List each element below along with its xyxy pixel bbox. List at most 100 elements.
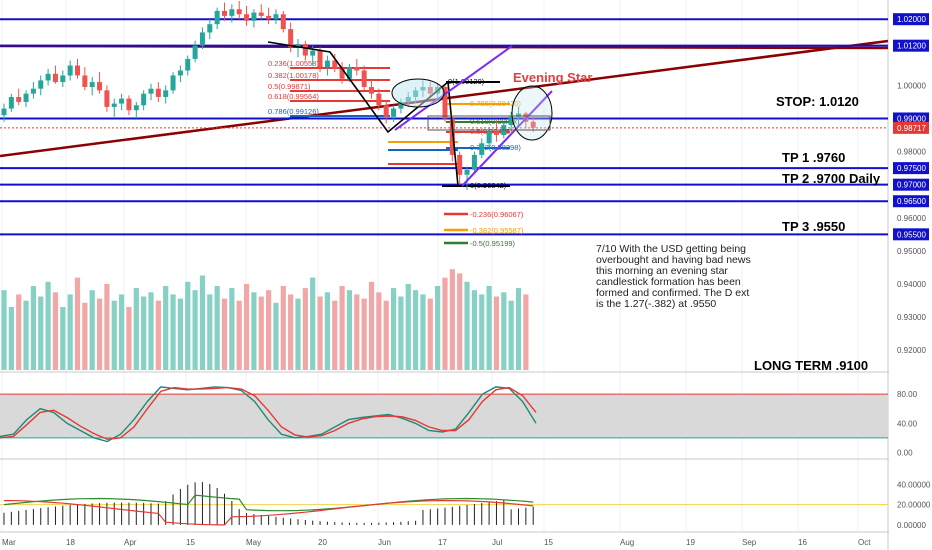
note-line-0: 7/10 With the USD getting being — [596, 243, 746, 255]
date-tick-14: Oct — [858, 538, 871, 547]
note-line-5: is the 1.27(-.382) at .9550 — [596, 298, 716, 310]
volume-bar — [295, 298, 301, 370]
candle-body — [214, 10, 220, 25]
candle-body — [229, 9, 235, 16]
fib-ext-label-2: -0.5(0.95199) — [470, 239, 516, 248]
date-tick-2: Apr — [124, 538, 137, 547]
horizontal-levels[interactable] — [0, 18, 888, 236]
osc-tick-2: 0.00000 — [897, 521, 926, 530]
candle-body — [266, 15, 272, 20]
volume-bar — [141, 296, 147, 370]
tp2-label: TP 2 .9700 Daily — [782, 171, 881, 186]
volume-bar — [449, 269, 455, 370]
note-line-2: this morning an evening star — [596, 265, 728, 277]
tp1-label: TP 1 .9760 — [782, 150, 845, 165]
candlesticks — [1, 0, 536, 190]
volume-bar — [1, 290, 7, 370]
candle-body — [332, 60, 338, 69]
osc-green-line — [3, 494, 534, 512]
candle-body — [346, 67, 352, 79]
date-tick-6: Jun — [378, 538, 391, 547]
candle-body — [155, 88, 161, 97]
volume-bar — [486, 286, 492, 370]
pattern-ellipse-left — [391, 78, 445, 108]
osc-tick-0: 40.00000 — [897, 480, 931, 489]
candle-body — [170, 75, 176, 91]
date-tick-9: 15 — [544, 538, 553, 547]
analysis-note: 7/10 With the USD getting beingoverbough… — [596, 243, 751, 310]
candle-body — [192, 45, 198, 59]
volume-bar — [457, 273, 463, 370]
fib-left-label-0: 0.236(1.00558) — [268, 59, 319, 68]
volume-bars — [1, 269, 529, 370]
date-tick-10: Aug — [620, 538, 634, 547]
price-tick-9: 0.96000 — [897, 214, 926, 223]
candle-body — [516, 113, 521, 117]
volume-bar — [361, 298, 367, 370]
volume-bar — [163, 286, 169, 370]
date-axis[interactable]: Mar 18 Apr 15 May 20 Jun 17 Jul 15 Aug 19 Sep 16 Oct — [2, 538, 871, 547]
volume-bar — [302, 288, 308, 370]
stoch-tick-1: 40.00 — [897, 419, 918, 428]
volume-bar — [229, 288, 235, 370]
stoch-tick-0: 80.00 — [897, 390, 918, 399]
candle-body — [295, 44, 301, 48]
date-tick-0: Mar — [2, 538, 16, 547]
date-tick-5: 20 — [318, 538, 327, 547]
osc-red-line — [4, 500, 534, 526]
volume-bar — [398, 296, 404, 370]
candle-body — [133, 105, 139, 111]
candle-body — [119, 98, 125, 104]
date-tick-1: 18 — [66, 538, 75, 547]
candle-body — [30, 88, 36, 94]
osc-tick-1: 20.00000 — [897, 501, 931, 510]
volume-bar — [74, 277, 81, 370]
volume-bar — [420, 294, 426, 370]
volume-bar — [60, 307, 66, 370]
annotation-labels: STOP: 1.0120 TP 1 .9760 TP 2 .9700 Daily… — [513, 70, 881, 373]
candle-body — [493, 131, 499, 136]
stop-label: STOP: 1.0120 — [776, 94, 859, 109]
candle-body — [141, 93, 147, 106]
volume-bar — [251, 292, 257, 370]
volume-bar — [82, 302, 88, 370]
candle-body — [449, 118, 455, 155]
date-tick-11: 19 — [686, 538, 695, 547]
volume-bar — [324, 292, 330, 370]
volume-bar — [288, 294, 294, 370]
note-line-4: formed and confirmed. The D ext — [596, 287, 749, 299]
volume-bar — [236, 300, 242, 370]
candle-body — [251, 12, 257, 21]
volume-bar — [442, 277, 448, 370]
candle-body — [369, 87, 374, 94]
harmonic-pattern-path — [267, 41, 459, 187]
price-tag-6: 0.97500 — [897, 164, 926, 173]
candle-body — [97, 82, 103, 91]
channel-lower — [461, 90, 553, 187]
volume-bar — [207, 294, 213, 370]
fib-right-label-5: 0(0.96842) — [470, 181, 507, 190]
price-tag-0: 1.02000 — [897, 15, 926, 24]
volume-bar — [221, 298, 228, 370]
stoch-tick-2: 0.00 — [897, 448, 913, 457]
fib-right-label-4: 0.382(0.98298) — [470, 143, 521, 152]
volume-bar — [413, 290, 419, 370]
fib-right-label-1: 0.786(0.99420) — [470, 99, 521, 108]
candle-body — [23, 93, 29, 102]
volume-bar — [52, 292, 59, 370]
candle-body — [376, 93, 382, 106]
volume-bar — [192, 290, 198, 370]
candle-body — [82, 75, 88, 88]
price-tag-bg-7 — [893, 178, 929, 191]
volume-bar — [214, 286, 220, 370]
volume-bar — [89, 290, 95, 370]
price-tag-bg-6 — [893, 162, 929, 175]
date-tick-7: 17 — [438, 538, 447, 547]
volume-bar — [383, 300, 389, 370]
fib-left-label-3: 0.618(0.99564) — [268, 92, 319, 101]
candle-body — [52, 73, 58, 83]
fib-retracement: 0.236(1.00558) 0.382(1.00178) 0.5(0.99871)… — [268, 59, 524, 248]
